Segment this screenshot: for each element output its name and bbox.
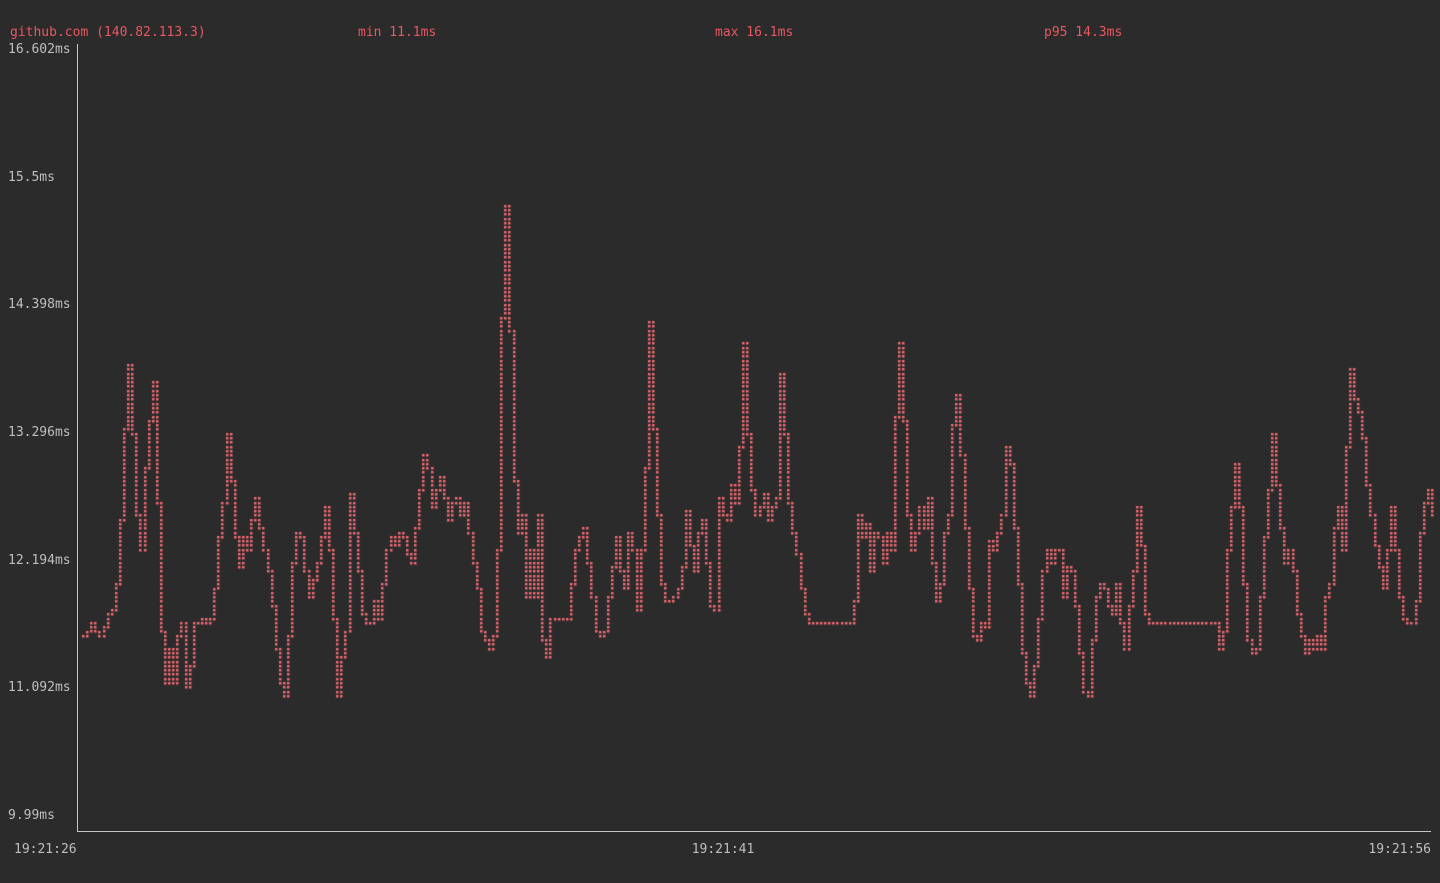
latency-line-chart bbox=[0, 0, 1440, 883]
terminal-window: github.com (140.82.113.3) min 11.1ms max… bbox=[0, 0, 1440, 883]
